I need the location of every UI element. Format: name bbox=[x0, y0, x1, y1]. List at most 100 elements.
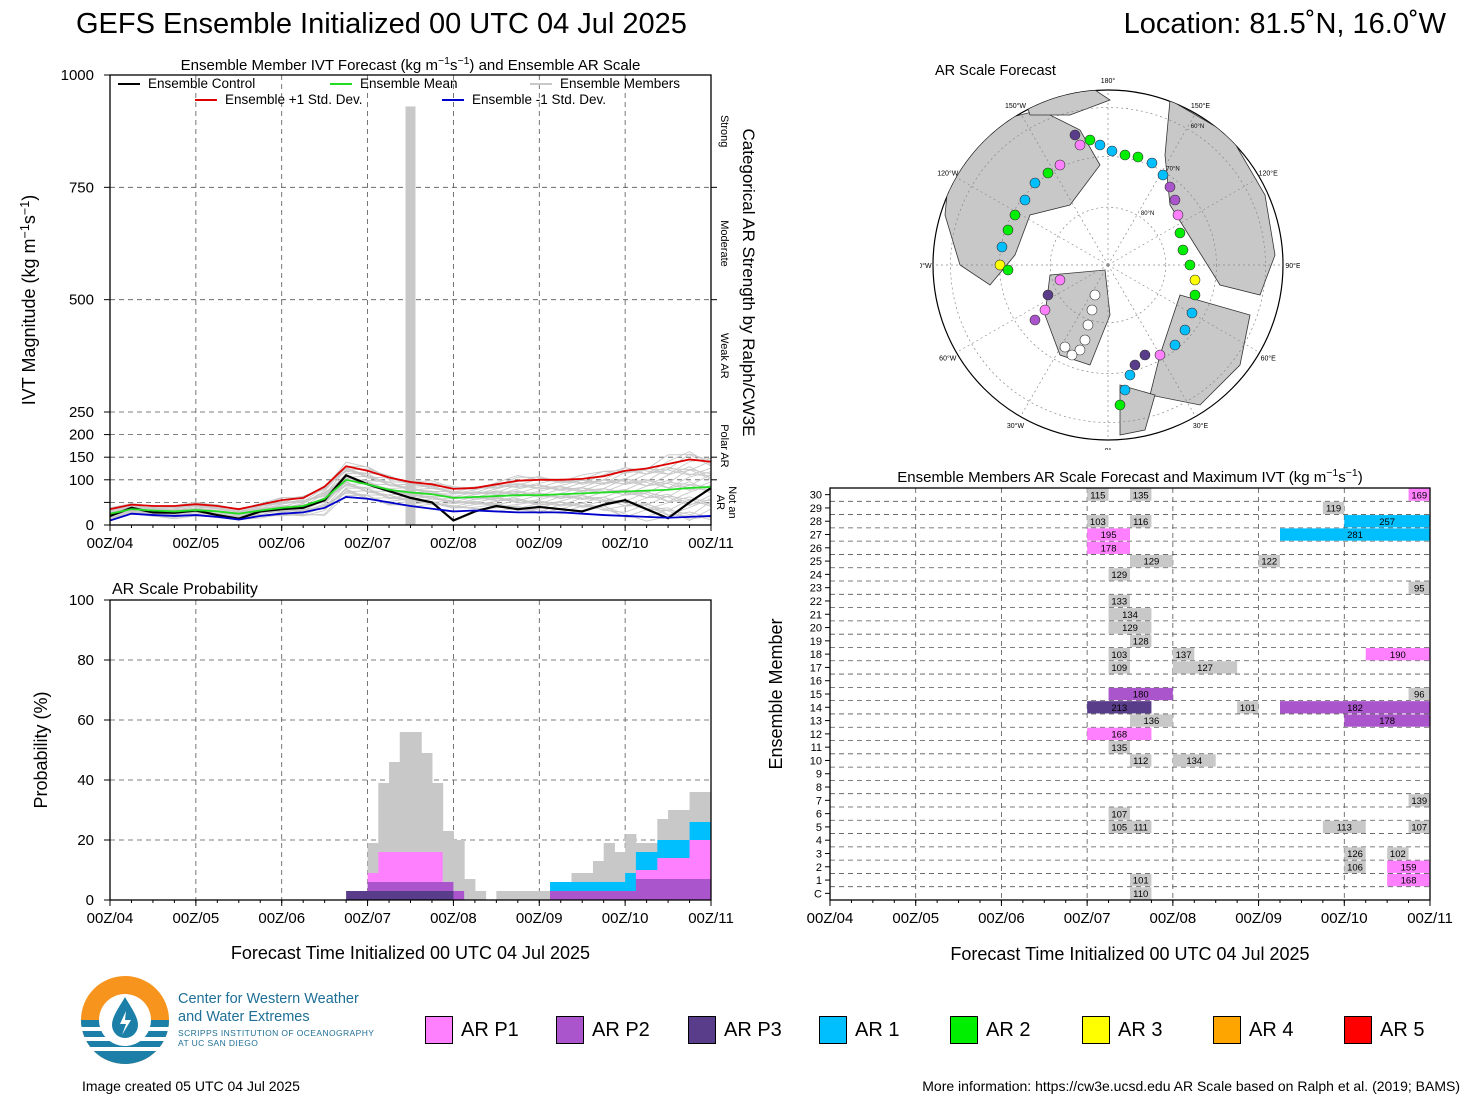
legend-item-ar-1: AR 1 bbox=[819, 1015, 899, 1045]
prob-bar-segment bbox=[700, 792, 712, 822]
prob-bar-segment bbox=[646, 852, 658, 870]
prob-bar-segment bbox=[421, 891, 433, 900]
member-cell bbox=[1108, 568, 1130, 581]
member-label: 7 bbox=[816, 795, 822, 807]
map-ar-dot bbox=[1169, 194, 1181, 206]
member-cell bbox=[1130, 887, 1152, 900]
member-cell bbox=[1344, 860, 1366, 873]
member-cell bbox=[1237, 701, 1259, 714]
member-cell-label: 103 bbox=[1090, 517, 1106, 528]
member-cell bbox=[1408, 581, 1430, 594]
map-landmass bbox=[1019, 90, 1111, 116]
series-line bbox=[109, 473, 712, 522]
member-label: 5 bbox=[816, 822, 822, 834]
member-label: C bbox=[814, 888, 822, 900]
prob-bar-segment bbox=[678, 810, 691, 840]
y-tick-label: 250 bbox=[69, 404, 94, 421]
legend-label: Ensemble Members bbox=[560, 76, 680, 91]
prob-bar-segment bbox=[614, 852, 626, 882]
y-tick-label: 20 bbox=[77, 832, 94, 849]
right-category-label: Moderate bbox=[718, 220, 730, 266]
prob-bar-segment bbox=[410, 852, 422, 882]
member-cell bbox=[1108, 807, 1130, 820]
map-ar-dot bbox=[1042, 289, 1054, 301]
legend-label: Ensemble Control bbox=[148, 76, 255, 91]
prob-bar-segment bbox=[582, 873, 594, 882]
x-tick-label: 00Z/10 bbox=[1321, 910, 1368, 927]
x-tick-label: 00Z/10 bbox=[602, 910, 649, 927]
member-cell bbox=[1408, 820, 1430, 834]
member-cell-label: 116 bbox=[1133, 517, 1148, 528]
member-cell-label: 281 bbox=[1347, 530, 1363, 541]
map-ar-dot bbox=[1132, 151, 1144, 163]
map-lon-label: 120°W bbox=[937, 170, 958, 178]
prob-bar-segment bbox=[378, 882, 390, 891]
member-cell bbox=[1108, 621, 1152, 634]
member-cell-label: 134 bbox=[1122, 610, 1138, 621]
map-lon-label: 0° bbox=[1105, 447, 1112, 450]
member-label: 8 bbox=[816, 782, 822, 794]
prob-xlabel: Forecast Time Initialized 00 UTC 04 Jul … bbox=[231, 943, 590, 963]
member-cell-label: 119 bbox=[1326, 504, 1341, 515]
member-label: 30 bbox=[810, 490, 822, 502]
member-cell bbox=[1087, 541, 1130, 554]
prob-bar-segment bbox=[550, 891, 562, 900]
prob-bar-segment bbox=[389, 762, 401, 852]
prob-bar-segment bbox=[700, 840, 712, 879]
prob-bar-segment bbox=[421, 852, 433, 882]
map-title: AR Scale Forecast bbox=[935, 63, 1056, 79]
page-title: GEFS Ensemble Initialized 00 UTC 04 Jul … bbox=[76, 8, 687, 40]
ivt-chart-title: Ensemble Member IVT Forecast (kg m−1s−1)… bbox=[181, 55, 641, 74]
member-cell bbox=[1387, 847, 1409, 860]
member-cell-label: 107 bbox=[1111, 809, 1127, 820]
prob-bar-segment bbox=[442, 891, 454, 900]
map-landmass bbox=[1164, 99, 1276, 296]
member-cell-label: 126 bbox=[1347, 849, 1363, 860]
member-cell bbox=[1108, 647, 1130, 661]
prob-bar-segment bbox=[646, 879, 658, 900]
map-ar-dot bbox=[1089, 289, 1101, 301]
logo-line1: Center for Western Weather bbox=[178, 991, 359, 1007]
prob-ylabel: Probability (%) bbox=[31, 691, 51, 808]
x-tick-label: 00Z/06 bbox=[258, 535, 305, 552]
map-ar-dot bbox=[1177, 244, 1189, 256]
logo-line3: SCRIPPS INSTITUTION OF OCEANOGRAPHY bbox=[178, 1028, 375, 1038]
member-cell bbox=[1108, 820, 1130, 834]
member-cell bbox=[1108, 661, 1130, 674]
member-cell bbox=[1172, 661, 1238, 674]
member-cell-label: 111 bbox=[1133, 823, 1147, 834]
member-label: 23 bbox=[810, 583, 822, 595]
member-label: 29 bbox=[810, 503, 822, 515]
member-cell-label: 102 bbox=[1390, 849, 1406, 860]
member-cell bbox=[1108, 608, 1152, 621]
member-label: 4 bbox=[816, 835, 822, 847]
map-lon-label: 60°W bbox=[939, 355, 957, 363]
prob-bar-segment bbox=[474, 891, 487, 900]
member-cell-label: 128 bbox=[1133, 636, 1149, 647]
prob-bar-segment bbox=[346, 891, 358, 900]
member-cell bbox=[1130, 634, 1152, 647]
x-tick-label: 00Z/09 bbox=[516, 910, 563, 927]
x-tick-label: 00Z/07 bbox=[344, 535, 391, 552]
map-ar-dot bbox=[1189, 274, 1201, 286]
y-tick-label: 0 bbox=[86, 517, 94, 534]
x-tick-label: 00Z/11 bbox=[688, 535, 734, 552]
member-cell bbox=[1258, 554, 1280, 568]
prob-bar-segment bbox=[657, 858, 669, 879]
y-tick-label: 100 bbox=[69, 472, 94, 489]
prob-bar-segment bbox=[517, 891, 530, 900]
map-ar-dot bbox=[1029, 177, 1041, 189]
map-meridian bbox=[956, 264, 1109, 353]
member-cell-label: 257 bbox=[1379, 517, 1395, 528]
member-cell-label: 137 bbox=[1176, 650, 1192, 661]
member-cell bbox=[1387, 860, 1430, 873]
x-tick-label: 00Z/05 bbox=[173, 535, 220, 552]
prob-bar-segment bbox=[571, 873, 583, 882]
member-cell bbox=[1408, 687, 1430, 701]
map-ar-dot bbox=[1039, 304, 1051, 316]
map-lon-label: 120°E bbox=[1259, 170, 1278, 178]
member-label: 24 bbox=[810, 569, 822, 581]
x-tick-label: 00Z/08 bbox=[430, 535, 477, 552]
logo-line4: AT UC SAN DIEGO bbox=[178, 1038, 259, 1048]
map-ar-dot bbox=[1124, 369, 1136, 381]
